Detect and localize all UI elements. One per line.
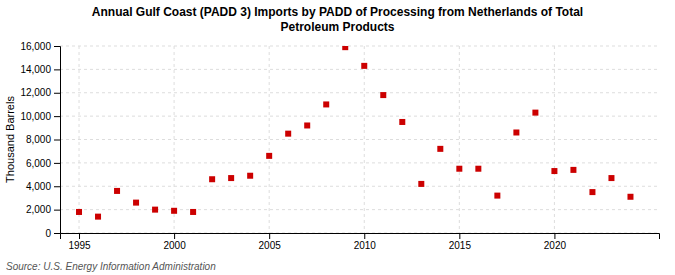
point (114, 188, 120, 194)
y-tick-mark (54, 233, 60, 234)
y-axis-line (54, 47, 61, 234)
y-tick-label: 12,000 (20, 87, 51, 98)
y-tick: 0 (45, 228, 60, 239)
y-tick-mark (54, 93, 60, 94)
grid-line-y (60, 186, 659, 187)
y-tick-label: 14,000 (20, 64, 51, 75)
point (494, 193, 500, 199)
y-axis: 0 2,000 4,000 6,000 8,000 10,000 12,000 14,000 1… (20, 41, 60, 239)
x-tick: 2010 (354, 233, 377, 251)
y-tick-label: 10,000 (20, 111, 51, 122)
point (456, 166, 462, 172)
x-tick-label: 2010 (354, 240, 377, 251)
y-tick: 8,000 (26, 134, 60, 145)
x-tick-mark (459, 233, 460, 239)
y-tick-mark (54, 163, 60, 164)
x-tick-mark (364, 233, 365, 239)
x-tick-label: 2000 (163, 240, 186, 251)
point (380, 92, 386, 98)
grid-line-y (60, 116, 659, 117)
grid-line-y (60, 139, 659, 140)
point (152, 207, 158, 213)
point (209, 176, 215, 182)
point (323, 101, 329, 107)
title-line: Annual Gulf Coast (PADD 3) Imports by PA… (92, 5, 583, 19)
x-tick: 2020 (544, 233, 567, 251)
y-tick-label: 0 (45, 228, 51, 239)
title-line: Petroleum Products (280, 20, 394, 34)
y-tick-mark (54, 140, 60, 141)
x-tick-label: 2015 (449, 240, 472, 251)
y-tick-mark (54, 186, 60, 187)
x-tick: 2000 (163, 233, 186, 251)
source: Source: U.S. Energy Information Administ… (6, 261, 216, 272)
y-tick-label: 6,000 (26, 158, 51, 169)
x-tick-mark (269, 233, 270, 239)
y-tick: 2,000 (26, 204, 60, 215)
point (627, 194, 633, 200)
chart: 1995 2000 2005 2010 2015 2020 0 2,000 4,000 6,000… (0, 0, 675, 275)
point (437, 146, 443, 152)
grid-line-x (269, 46, 270, 233)
y-tick: 10,000 (20, 111, 60, 122)
point (266, 153, 272, 159)
point (513, 129, 519, 135)
x-tick-mark (554, 233, 555, 239)
y-tick: 12,000 (20, 87, 60, 98)
point (228, 175, 234, 181)
x-tick-label: 1995 (68, 240, 91, 251)
point (589, 189, 595, 195)
grid-line-x (364, 46, 365, 233)
point (570, 167, 576, 173)
x-tick-label: 2005 (259, 240, 282, 251)
grid-line-y (60, 162, 659, 163)
x-axis: 1995 2000 2005 2010 2015 2020 (61, 233, 660, 251)
y-tick-mark (54, 210, 60, 211)
grid-line-y (60, 46, 659, 47)
y-tick-mark (54, 116, 60, 117)
y-tick: 4,000 (26, 181, 60, 192)
x-tick: 2015 (449, 233, 472, 251)
grid-line-y (60, 69, 659, 70)
y-tick-label: 16,000 (20, 41, 51, 52)
point (418, 181, 424, 187)
x-tick: 1995 (68, 233, 91, 251)
title: Annual Gulf Coast (PADD 3) Imports by PA… (92, 5, 583, 34)
point (95, 214, 101, 220)
y-tick: 6,000 (26, 158, 60, 169)
y-tick: 16,000 (20, 41, 60, 52)
point (342, 46, 348, 50)
point (532, 110, 538, 116)
y-axis-title: Thousand Barrels (4, 96, 16, 183)
point (475, 166, 481, 172)
point (551, 168, 557, 174)
y-tick-mark (54, 46, 60, 47)
point (171, 208, 177, 214)
x-tick-mark (79, 233, 80, 239)
point (190, 209, 196, 215)
x-tick: 2005 (259, 233, 282, 251)
y-tick-label: 2,000 (26, 204, 51, 215)
grid (60, 46, 659, 233)
y-tick: 14,000 (20, 64, 60, 75)
point (76, 209, 82, 215)
point (285, 131, 291, 137)
x-tick-mark (174, 233, 175, 239)
x-axis-line (61, 234, 660, 240)
y-tick-mark (54, 69, 60, 70)
point (608, 175, 614, 181)
grid-line-y (60, 209, 659, 210)
point (247, 173, 253, 179)
points (76, 46, 633, 220)
x-tick-label: 2020 (544, 240, 567, 251)
point (304, 122, 310, 128)
grid-line-y (60, 92, 659, 93)
point (133, 200, 139, 206)
point (399, 119, 405, 125)
point (361, 63, 367, 69)
y-tick-label: 8,000 (26, 134, 51, 145)
y-tick-label: 4,000 (26, 181, 51, 192)
